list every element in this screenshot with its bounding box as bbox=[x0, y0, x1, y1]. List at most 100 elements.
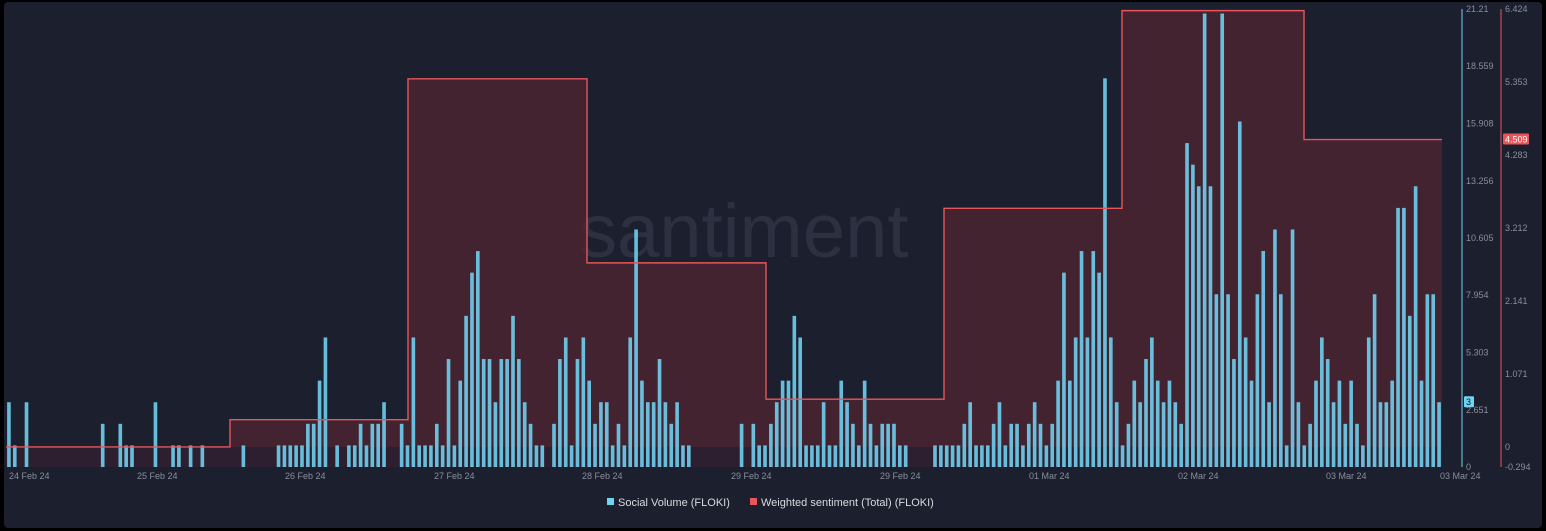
social-volume-bar bbox=[1161, 402, 1166, 467]
social-volume-bar bbox=[634, 229, 638, 467]
social-volume-bar bbox=[1120, 445, 1125, 467]
social-volume-bar bbox=[1390, 380, 1394, 467]
social-volume-bar bbox=[12, 445, 17, 467]
social-volume-bar bbox=[821, 402, 826, 467]
social-volume-bar bbox=[1349, 380, 1353, 467]
social-volume-bar bbox=[874, 445, 879, 467]
social-volume-bar bbox=[1243, 337, 1248, 467]
social-volume-bar bbox=[1167, 380, 1172, 467]
social-volume-bar bbox=[827, 445, 832, 467]
social-volume-bar bbox=[276, 445, 281, 467]
social-volume-bar bbox=[294, 445, 298, 467]
x-axis-tick-label: 29 Feb 24 bbox=[880, 471, 921, 481]
social-volume-bar bbox=[687, 445, 691, 467]
social-volume-bar bbox=[358, 423, 363, 467]
social-volume-bar bbox=[892, 423, 896, 467]
social-volume-bar bbox=[757, 445, 761, 467]
sentiment-line bbox=[6, 9, 1442, 448]
social-volume-bar bbox=[481, 359, 486, 467]
social-volume-bar bbox=[1132, 380, 1137, 467]
social-volume-bar bbox=[1396, 207, 1400, 467]
social-volume-bar bbox=[1068, 380, 1072, 467]
social-volume-bar bbox=[1343, 423, 1348, 467]
social-volume-bar bbox=[663, 402, 668, 467]
social-volume-bar bbox=[604, 402, 609, 467]
social-volume-bar bbox=[1337, 380, 1342, 467]
social-volume-bar bbox=[1097, 272, 1101, 467]
social-volume-bars bbox=[7, 13, 1441, 468]
social-volume-bar bbox=[651, 402, 656, 467]
social-volume-bar bbox=[1044, 445, 1049, 467]
left-axis-tick-label: 15.908 bbox=[1466, 118, 1494, 128]
social-volume-bar bbox=[382, 402, 386, 467]
social-volume-bar bbox=[1191, 164, 1195, 467]
social-volume-bar bbox=[681, 445, 685, 467]
legend-swatch-social-volume bbox=[607, 498, 614, 505]
social-volume-bar bbox=[898, 445, 902, 467]
social-volume-bar bbox=[657, 359, 662, 467]
social-volume-bar bbox=[335, 445, 339, 467]
social-volume-bar bbox=[880, 423, 885, 467]
social-volume-bar bbox=[306, 423, 310, 467]
social-volume-bar bbox=[1302, 445, 1307, 467]
social-volume-bar bbox=[815, 445, 820, 467]
social-volume-bar bbox=[1384, 402, 1389, 467]
social-volume-bar bbox=[856, 445, 861, 467]
social-volume-bar bbox=[399, 423, 404, 467]
social-volume-bar bbox=[1038, 423, 1043, 467]
social-volume-bar bbox=[1003, 445, 1008, 467]
x-axis-tick-label: 01 Mar 24 bbox=[1029, 471, 1070, 481]
social-volume-bar bbox=[317, 380, 322, 467]
social-volume-bar bbox=[851, 423, 855, 467]
social-volume-bar bbox=[974, 445, 978, 467]
social-volume-bar bbox=[1320, 337, 1324, 467]
legend: Social Volume (FLOKI) Weighted sentiment… bbox=[607, 497, 934, 509]
social-volume-bar bbox=[417, 445, 422, 467]
right-last-value-badge bbox=[1503, 133, 1529, 145]
social-volume-bar bbox=[517, 359, 521, 467]
right-axis-tick-label: -0.294 bbox=[1505, 462, 1531, 472]
social-volume-bar bbox=[452, 445, 457, 467]
social-volume-bar bbox=[188, 445, 193, 467]
social-volume-bar bbox=[593, 423, 597, 467]
social-volume-bar bbox=[1138, 402, 1142, 467]
x-axis-tick-label: 26 Feb 24 bbox=[285, 471, 326, 481]
left-axis-tick-label: 18.559 bbox=[1466, 61, 1494, 71]
social-volume-bar bbox=[499, 359, 504, 467]
social-volume-bar bbox=[470, 272, 474, 467]
social-volume-bar bbox=[1144, 359, 1148, 467]
social-volume-bar bbox=[1032, 402, 1037, 467]
right-axis-tick-label: 0 bbox=[1505, 442, 1510, 452]
social-volume-bar bbox=[1378, 402, 1383, 467]
social-volume-bar bbox=[1155, 380, 1160, 467]
social-volume-bar bbox=[1062, 272, 1066, 467]
social-volume-bar bbox=[1279, 294, 1283, 467]
social-volume-bar bbox=[944, 445, 949, 467]
social-volume-bar bbox=[522, 402, 527, 467]
social-volume-bar bbox=[300, 445, 304, 467]
social-volume-bar bbox=[1226, 294, 1230, 467]
right-axis-tick-label: 4.283 bbox=[1505, 150, 1528, 160]
social-volume-bar bbox=[540, 445, 545, 467]
social-volume-bar bbox=[1114, 402, 1119, 467]
social-volume-bar bbox=[1331, 402, 1336, 467]
x-axis-tick-label: 03 Mar 24 bbox=[1440, 471, 1481, 481]
social-volume-bar bbox=[1407, 315, 1412, 467]
social-volume-bar bbox=[810, 445, 814, 467]
social-volume-bar bbox=[282, 445, 287, 467]
social-volume-bar bbox=[616, 423, 621, 467]
social-volume-bar bbox=[1419, 380, 1424, 467]
social-volume-bar bbox=[423, 445, 427, 467]
social-volume-bar bbox=[1173, 402, 1178, 467]
social-volume-bar bbox=[24, 402, 29, 467]
left-last-value-label: 3 bbox=[1466, 397, 1471, 407]
social-volume-bar bbox=[493, 402, 498, 467]
social-volume-bar bbox=[798, 337, 803, 467]
social-volume-bar bbox=[1366, 337, 1371, 467]
social-volume-bar bbox=[1103, 78, 1107, 467]
social-volume-bar bbox=[364, 445, 369, 467]
x-axis-tick-label: 24 Feb 24 bbox=[9, 471, 50, 481]
left-axis-tick-label: 10.605 bbox=[1466, 233, 1494, 243]
social-volume-bar bbox=[839, 380, 844, 467]
social-volume-bar bbox=[1085, 337, 1090, 467]
